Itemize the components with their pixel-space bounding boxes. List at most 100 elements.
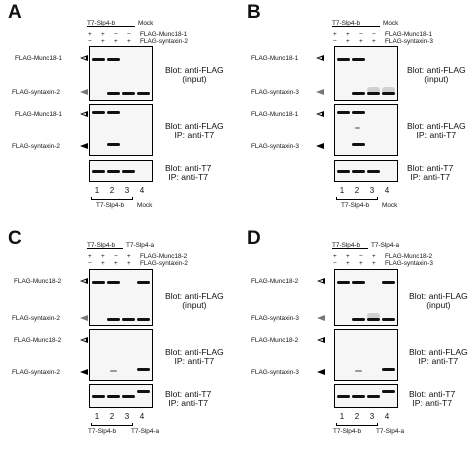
header-right: Mock (138, 20, 154, 27)
band (352, 170, 365, 173)
band (367, 318, 380, 321)
sign: + (346, 260, 350, 267)
sign: − (359, 31, 363, 38)
header-left: T7-Slp4-b (87, 242, 116, 249)
band-label: FLAG-syntaxin-3 (251, 89, 299, 96)
blot-line-2: IP: anti-T7 (168, 172, 208, 182)
band-label: FLAG-syntaxin-2 (12, 369, 60, 376)
sign-row-2: − + + + FLAG-syntaxin-2 (88, 260, 188, 267)
band-label: FLAG-Munc18-2 (14, 337, 62, 344)
footer-bracket (91, 423, 133, 426)
band (107, 143, 120, 146)
lane-number: 2 (354, 412, 360, 421)
open-arrow-icon (316, 55, 324, 61)
panel-c: C T7-Slp4-b T7-Slp4-a + + − + FLAG-Munc18-2 … (0, 226, 237, 452)
band (92, 170, 105, 173)
blot-line-2: IP: anti-T7 (174, 130, 215, 140)
black-arrow-icon (316, 143, 324, 149)
header-right: T7-Slp4-a (126, 242, 155, 249)
sign: + (114, 260, 118, 267)
lane-number: 1 (94, 186, 100, 195)
sign: + (101, 253, 105, 260)
band (122, 170, 135, 173)
row-name: FLAG-syntaxin-3 (385, 260, 433, 267)
footer-left: T7-Slp4-b (341, 202, 370, 209)
sign: + (346, 38, 350, 45)
lane-number: 3 (369, 186, 375, 195)
footer-left: T7-Slp4-b (88, 428, 117, 435)
band-label: FLAG-syntaxin-2 (12, 89, 60, 96)
open-arrow-icon (80, 337, 88, 343)
blot-line-2: (input) (182, 74, 207, 84)
sign: − (114, 253, 118, 260)
band-label: FLAG-Munc18-1 (15, 55, 63, 62)
header-left: T7-Slp4-b (332, 242, 361, 249)
band-label: FLAG-syntaxin-3 (251, 315, 299, 322)
sign: + (127, 253, 131, 260)
row-name: FLAG-Munc18-2 (140, 253, 188, 260)
sign: − (114, 31, 118, 38)
band (107, 318, 120, 321)
row-name: FLAG-syntaxin-3 (385, 38, 433, 45)
blot-line-2: IP: anti-T7 (418, 356, 459, 366)
gray-arrow-icon (80, 315, 88, 321)
sign-row-2: − + + + FLAG-syntaxin-2 (88, 38, 188, 45)
sign: − (333, 38, 337, 45)
band (137, 318, 150, 321)
band (355, 127, 360, 129)
sign: + (333, 253, 337, 260)
sign: − (88, 38, 92, 45)
sign: + (101, 31, 105, 38)
black-arrow-icon (317, 369, 325, 375)
blot-line-2: IP: anti-T7 (174, 356, 215, 366)
header-bracket (87, 248, 123, 249)
band (107, 395, 120, 398)
open-arrow-icon (316, 111, 324, 117)
band (352, 318, 365, 321)
blot-line-2: (input) (424, 74, 449, 84)
blot-text: Blot: anti-FLAG (input) (165, 66, 224, 84)
blot-input (89, 46, 153, 101)
panel-label: A (8, 2, 22, 23)
blot-t7 (89, 160, 153, 182)
panel-label: C (8, 228, 22, 249)
sign-row-2: − + + + FLAG-syntaxin-3 (333, 38, 433, 45)
blot-t7 (334, 160, 398, 182)
band (382, 318, 395, 321)
blot-line-2: IP: anti-T7 (412, 398, 452, 408)
footer-right: Mock (382, 202, 398, 209)
sign-row-1: + + − + FLAG-Munc18-2 (333, 253, 432, 260)
band (352, 395, 365, 398)
sign: + (372, 253, 376, 260)
band (122, 318, 135, 321)
blot-line-1: Blot: anti-FLAG (409, 347, 468, 357)
sign: − (127, 31, 131, 38)
band (107, 111, 120, 114)
blot-text: Blot: anti-FLAG IP: anti-T7 (407, 122, 466, 140)
open-arrow-icon (80, 111, 88, 117)
panel-a: A T7-Slp4-b Mock + + − − FLAG-Munc18-1 − + + + F… (0, 0, 237, 226)
band (107, 92, 120, 95)
blot-text: Blot: anti-FLAG IP: anti-T7 (165, 122, 224, 140)
lane-number: 3 (124, 412, 130, 421)
band (382, 368, 395, 371)
sign-row-1: + + − − FLAG-Munc18-1 (88, 31, 187, 38)
black-arrow-icon (80, 143, 88, 149)
sign: + (88, 31, 92, 38)
sign: + (372, 38, 376, 45)
blot-input (334, 46, 398, 101)
sign: + (127, 38, 131, 45)
band-label: FLAG-Munc18-2 (251, 278, 299, 285)
band (92, 281, 105, 284)
blot-t7 (89, 384, 153, 408)
lane-number: 3 (124, 186, 130, 195)
band (367, 395, 380, 398)
band (367, 313, 380, 319)
band-label: FLAG-Munc18-1 (251, 111, 299, 118)
band-label: FLAG-syntaxin-2 (12, 315, 60, 322)
band (107, 281, 120, 284)
header-right: Mock (383, 20, 399, 27)
blot-line-1: Blot: anti-FLAG (165, 347, 224, 357)
band (352, 111, 365, 114)
sign: + (114, 38, 118, 45)
